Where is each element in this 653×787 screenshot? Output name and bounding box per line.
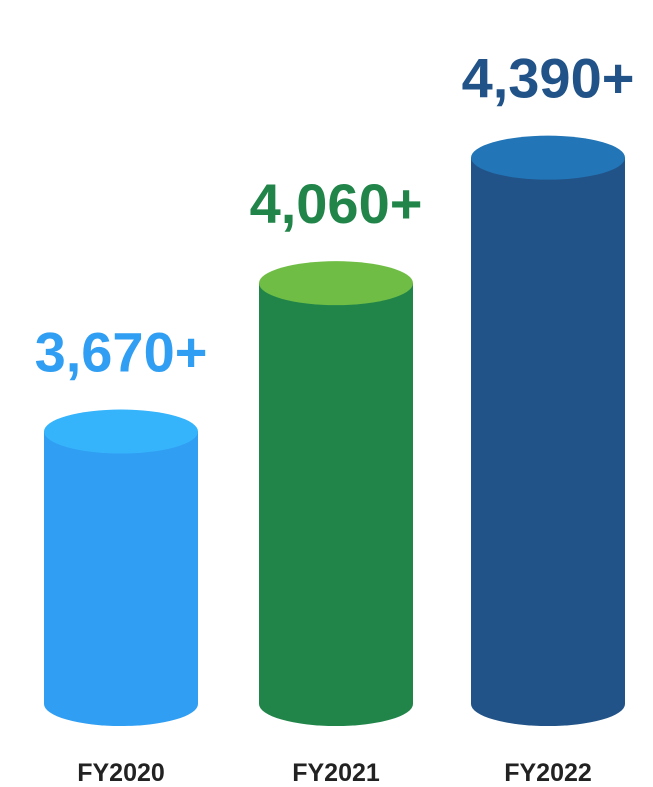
bar-top (259, 261, 413, 306)
bar-fy2021 (259, 261, 413, 726)
data-label: 3,670+ (35, 321, 208, 384)
category-label: FY2020 (77, 759, 165, 787)
data-label: 4,390+ (462, 47, 635, 110)
bar-top (44, 409, 198, 454)
data-label: 4,060+ (250, 172, 423, 235)
category-label: FY2022 (504, 759, 592, 787)
bar-body (471, 157, 625, 727)
bar-body (259, 283, 413, 726)
bar-top (471, 135, 625, 180)
category-label: FY2021 (292, 759, 380, 787)
bar-fy2020 (44, 409, 198, 726)
bar-fy2022 (471, 135, 625, 727)
bar-body (44, 431, 198, 726)
